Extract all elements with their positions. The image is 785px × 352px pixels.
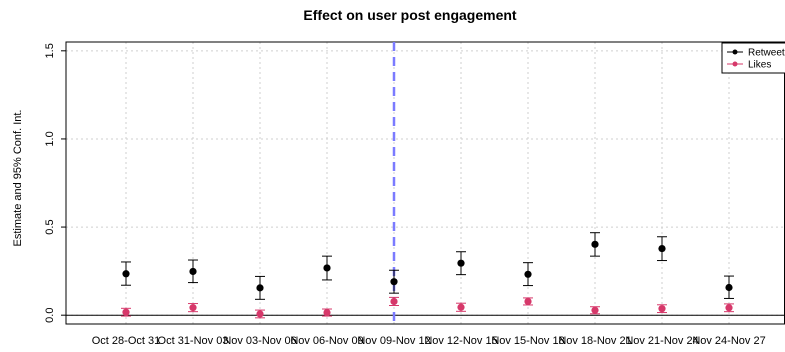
y-tick-label: 1.0 [44, 131, 56, 146]
likes-point [323, 308, 331, 317]
likes-point [457, 303, 465, 311]
x-tick-label: Nov 18-Nov 21 [558, 335, 631, 347]
grid-layer [66, 42, 785, 324]
retweets-point [256, 284, 264, 292]
plot-box [65, 41, 785, 325]
retweets-point [122, 270, 130, 278]
x-tick-label: Nov 21-Nov 24 [625, 335, 698, 347]
likes-point [256, 310, 264, 318]
x-tick-label: Nov 24-Nov 27 [692, 335, 765, 347]
chart-title: Effect on user post engagement [303, 7, 516, 23]
retweets-point [323, 264, 331, 272]
y-tick-label: 0.0 [44, 308, 56, 323]
x-tick-label: Oct 28-Oct 31 [92, 335, 160, 347]
x-tick-label: Nov 06-Nov 09 [290, 335, 363, 347]
likes-point [591, 306, 599, 314]
likes-point [658, 305, 666, 313]
likes-point [524, 297, 532, 306]
y-tick-label: 1.5 [44, 43, 56, 58]
marks-layer [121, 232, 734, 319]
retweets-point [524, 270, 532, 278]
likes-point [725, 304, 733, 312]
x-tick-label: Oct 31-Nov 03 [158, 335, 229, 347]
y-tick-label: 0.5 [44, 219, 56, 234]
likes-point [390, 297, 398, 306]
legend: RetweetsLikes [721, 42, 785, 74]
legend-box [721, 42, 785, 74]
legend-marker-retweets [732, 49, 738, 55]
legend-marker-likes [732, 61, 738, 67]
retweets-point [390, 278, 398, 286]
likes-point [122, 308, 130, 316]
x-tick-label: Nov 09-Nov 12 [357, 335, 430, 347]
retweets-point [591, 240, 599, 248]
legend-label-retweets: Retweets [748, 48, 785, 59]
x-tick-label: Nov 03-Nov 06 [223, 335, 296, 347]
retweets-point [457, 259, 465, 267]
legend-label-likes: Likes [748, 60, 771, 71]
retweets-point [725, 283, 733, 292]
retweets-point [189, 267, 197, 276]
likes-point [189, 304, 197, 312]
y-axis-label: Estimate and 95% Conf. Int. [12, 110, 24, 247]
retweets-point [658, 244, 666, 253]
x-tick-label: Nov 15-Nov 18 [491, 335, 564, 347]
x-tick-label: Nov 12-Nov 15 [424, 335, 497, 347]
